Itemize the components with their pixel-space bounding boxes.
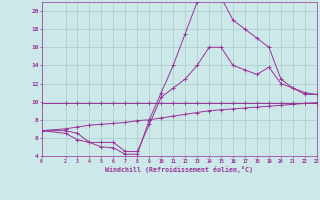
X-axis label: Windchill (Refroidissement éolien,°C): Windchill (Refroidissement éolien,°C) (105, 166, 253, 173)
